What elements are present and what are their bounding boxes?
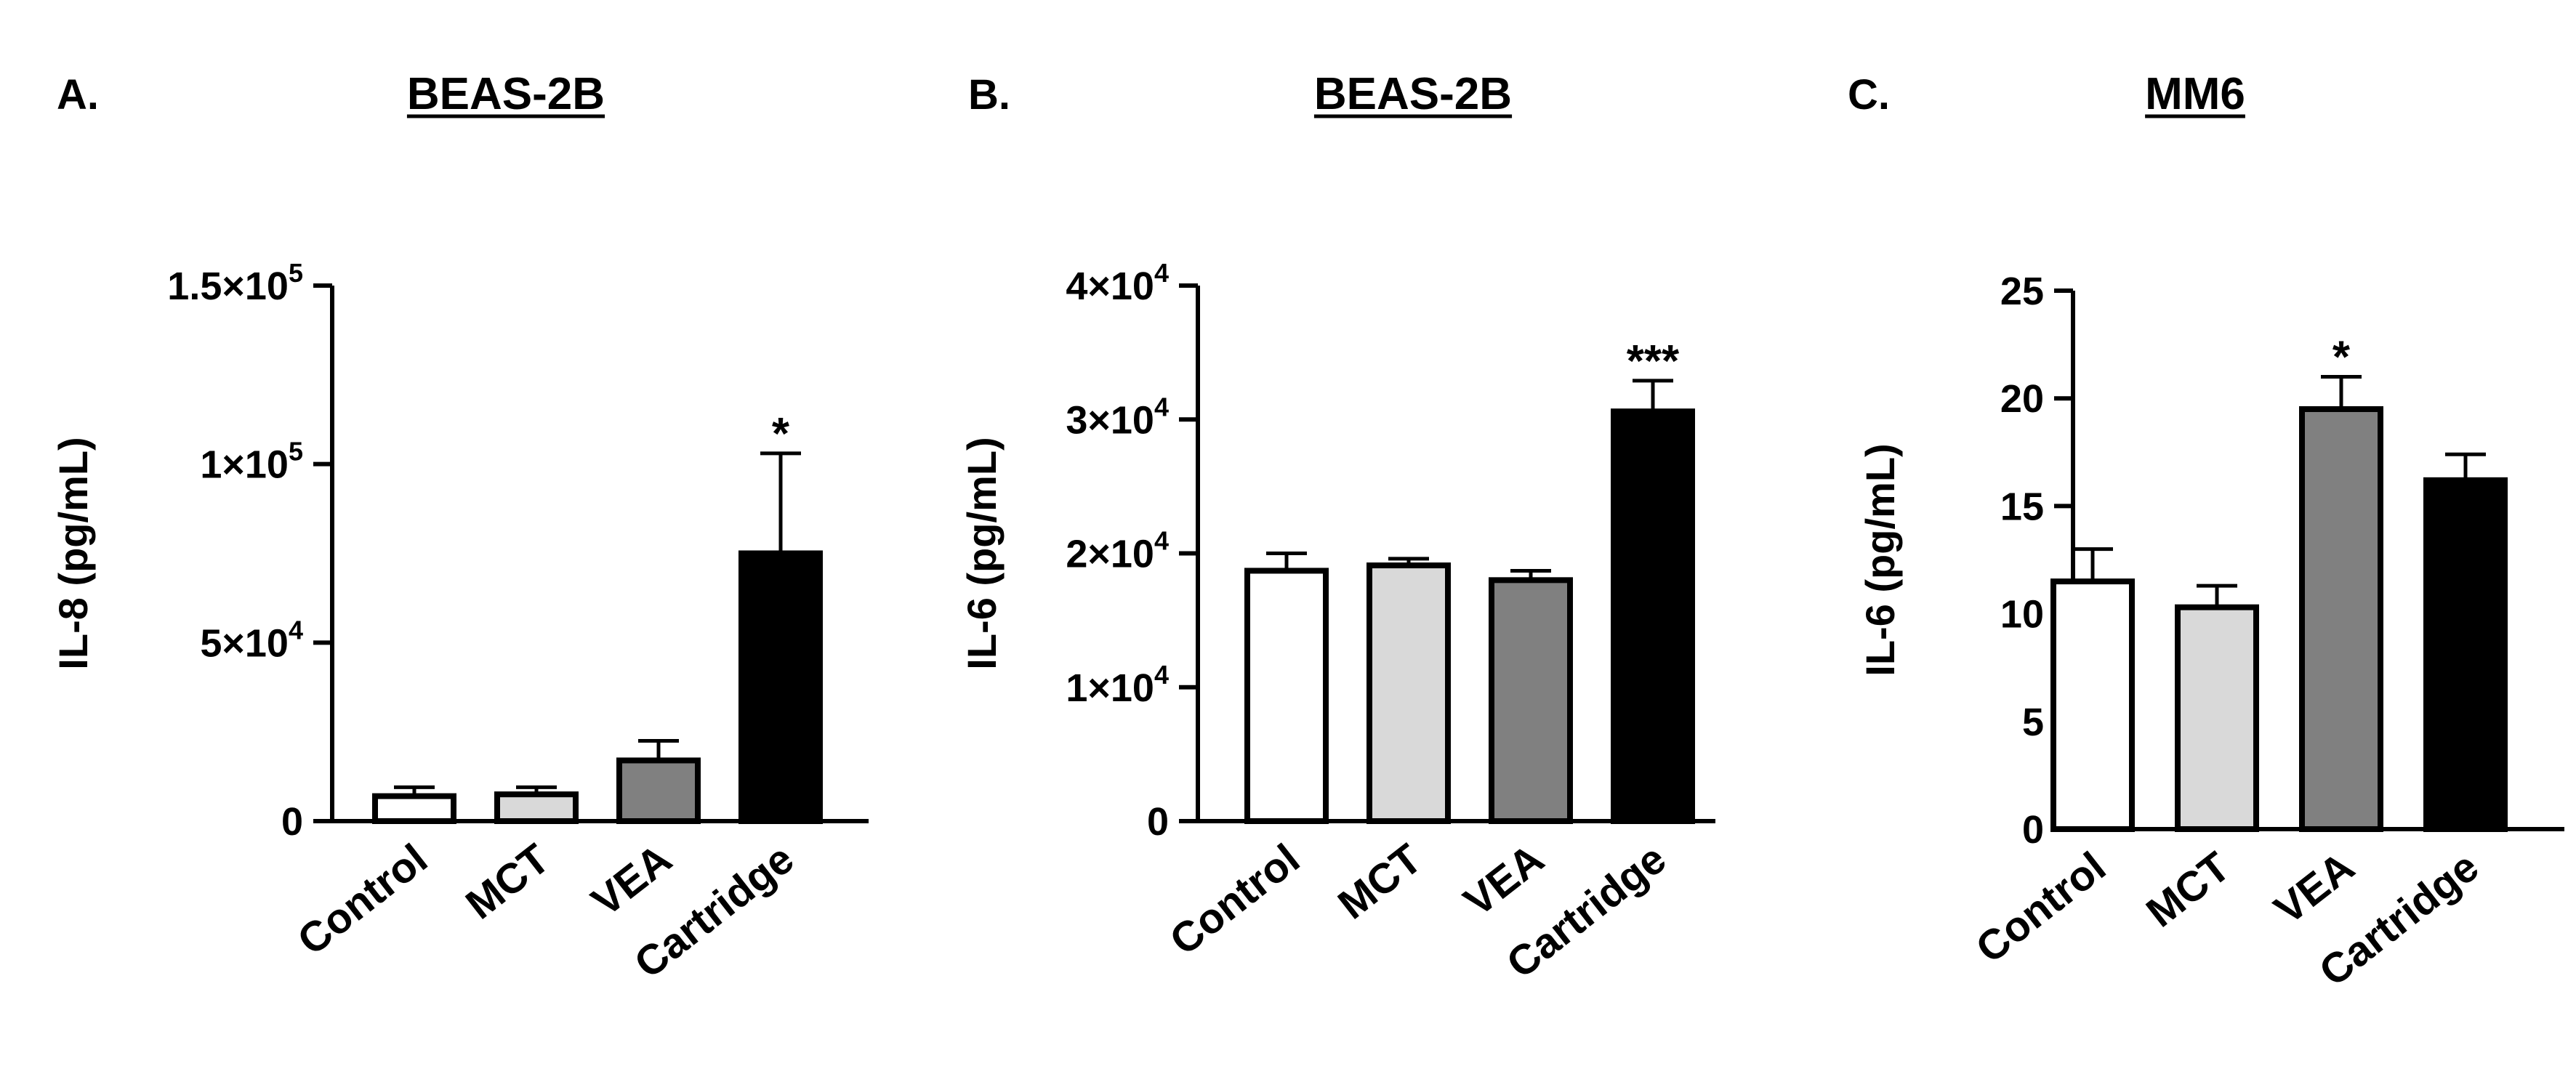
y-tick-label: 3×104 (1066, 392, 1169, 442)
x-tick-label: Control (1968, 843, 2114, 972)
x-tick-label: VEA (2266, 843, 2363, 934)
chart-title: MM6 (2145, 69, 2245, 119)
y-tick-label: 0 (281, 800, 303, 844)
y-axis-label: IL-6 (pg/mL) (1857, 443, 1903, 676)
chart-panel-1: A. BEAS-2B IL-8 (pg/mL) 0 5×104 1×105 1.5×105 C… (50, 69, 869, 988)
bar-mct (1367, 562, 1451, 825)
bar-vea (2299, 406, 2383, 832)
y-tick-label: 10 (2000, 593, 2044, 637)
bar-cartridge (2423, 477, 2508, 832)
y-tick-label: 2×104 (1066, 526, 1169, 576)
x-tick-label: MCT (1329, 835, 1430, 929)
bar-vea (1489, 577, 1573, 824)
panel-label: B. (968, 71, 1010, 118)
y-tick-label: 0 (2022, 808, 2044, 852)
significance-marker: * (772, 409, 790, 459)
y-axis-label: IL-6 (pg/mL) (959, 437, 1005, 669)
bar-vea (616, 757, 701, 825)
y-tick-label: 15 (2000, 485, 2044, 528)
x-tick-label: MCT (457, 835, 558, 929)
y-tick-label: 5×104 (200, 615, 303, 665)
y-tick-label: 1×105 (200, 437, 303, 487)
panel-label: C. (1848, 71, 1890, 118)
y-tick-label: 1.5×105 (167, 258, 303, 308)
bar-control (2050, 578, 2135, 832)
bar-cartridge (738, 550, 823, 824)
significance-marker: *** (1627, 336, 1680, 387)
chart-panel-2: B. BEAS-2B IL-6 (pg/mL) 0 1×104 2×104 3×104 4×1… (959, 69, 1715, 988)
panel-label: A. (57, 71, 99, 118)
y-tick-label: 0 (1147, 800, 1169, 844)
y-axis-label: IL-8 (pg/mL) (50, 437, 96, 669)
x-tick-label: Control (289, 835, 436, 964)
bar-cartridge (1611, 408, 1695, 824)
bar-mct (2175, 604, 2259, 832)
chart-title: BEAS-2B (407, 69, 605, 119)
chart-panel-3: C. MM6 IL-6 (pg/mL) 0 5 10 15 20 25 Control MCT * VE… (1848, 69, 2564, 996)
x-tick-label: VEA (583, 835, 680, 926)
x-tick-label: VEA (1455, 835, 1553, 926)
bar-control (372, 793, 456, 825)
chart-title: BEAS-2B (1314, 69, 1512, 119)
bar-control (1244, 568, 1329, 824)
y-tick-label: 5 (2022, 701, 2044, 744)
x-tick-label: MCT (2138, 843, 2239, 937)
y-tick-label: 4×104 (1066, 258, 1169, 308)
bar-mct (494, 791, 579, 825)
y-tick-label: 1×104 (1066, 660, 1169, 710)
y-tick-label: 20 (2000, 377, 2044, 421)
significance-marker: * (2333, 333, 2351, 383)
x-tick-label: Control (1162, 835, 1308, 964)
y-tick-label: 25 (2000, 270, 2044, 313)
